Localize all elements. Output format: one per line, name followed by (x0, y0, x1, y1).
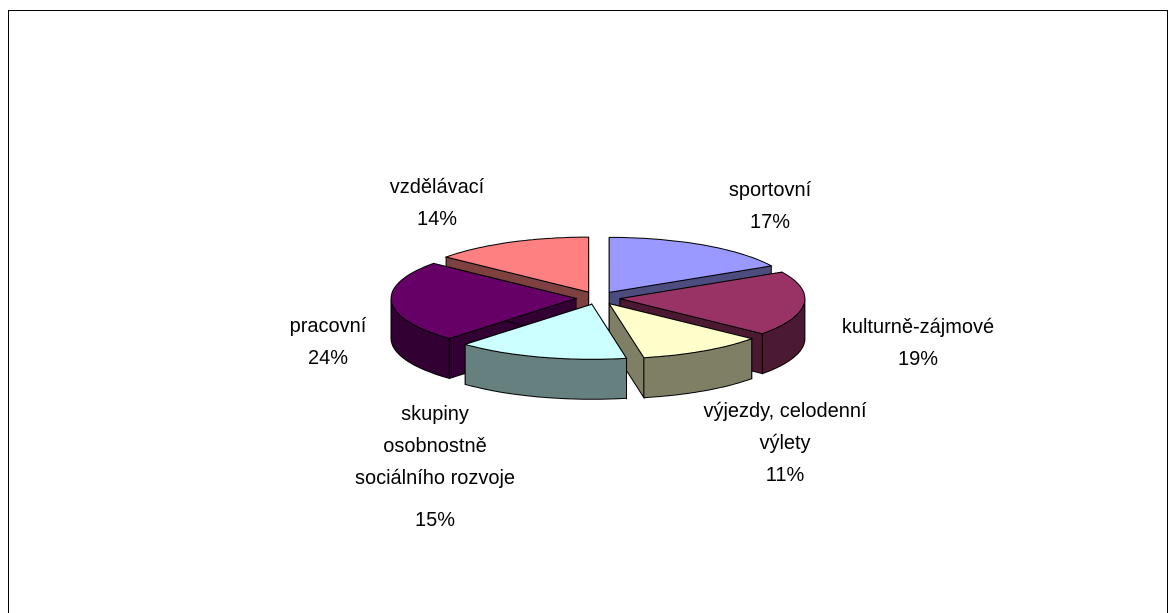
value-label: 17% (749, 211, 791, 233)
value-label: 24% (307, 347, 349, 369)
category-label: kulturně-zájmové (841, 316, 995, 338)
slice (608, 236, 773, 293)
data-label: vzdělávací 14% (390, 171, 485, 235)
data-label: skupiny osobnostně sociálního rozvoje 15% (349, 398, 521, 536)
value-label: 11% (765, 464, 805, 486)
slice (608, 302, 754, 359)
category-label: výjezdy, celodenní výlety (703, 400, 867, 454)
data-label: výjezdy, celodenní výlety 11% (701, 395, 869, 491)
category-label: sportovní (728, 179, 812, 201)
slice (619, 271, 806, 335)
slice (463, 303, 628, 360)
category-label: pracovní (289, 315, 367, 337)
data-label: kulturně-zájmové 19% (842, 311, 994, 375)
value-label: 19% (897, 348, 939, 370)
category-label: skupiny osobnostně sociálního rozvoje (354, 403, 516, 489)
chart-border (8, 10, 1168, 613)
slice (390, 262, 578, 340)
data-label: sportovní 17% (729, 174, 811, 238)
value-label: 15% (414, 509, 456, 531)
value-label: 14% (416, 208, 458, 230)
slice (444, 236, 590, 293)
category-label: vzdělávací (389, 176, 485, 198)
data-label: pracovní 24% (290, 310, 367, 374)
